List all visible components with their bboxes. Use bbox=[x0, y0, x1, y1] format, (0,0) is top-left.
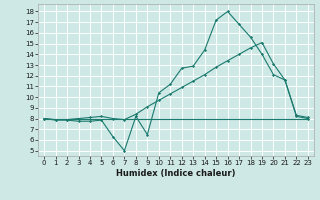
X-axis label: Humidex (Indice chaleur): Humidex (Indice chaleur) bbox=[116, 169, 236, 178]
